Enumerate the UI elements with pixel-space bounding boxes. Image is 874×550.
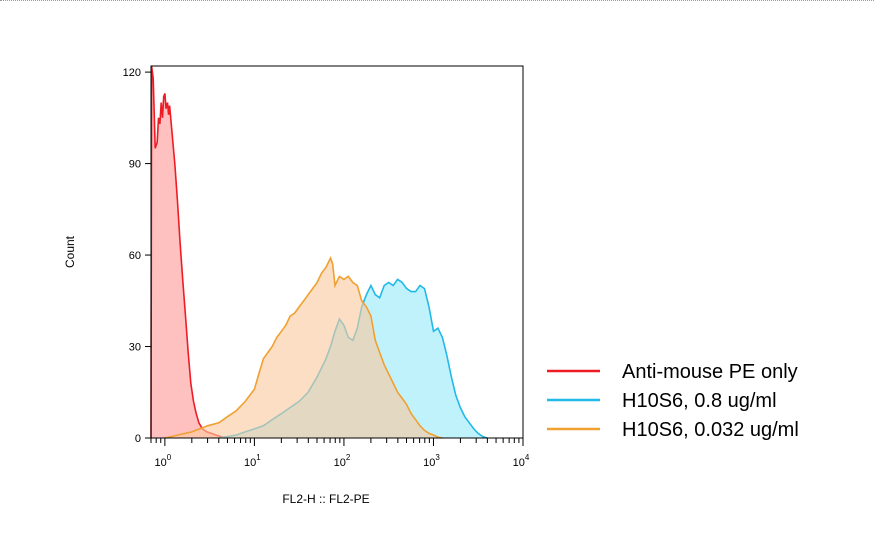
y-axis-ticks: 0 30 60 90 120 — [123, 67, 151, 445]
x-tick-label-0: 100 — [155, 453, 172, 469]
y-tick-label-4: 120 — [123, 67, 141, 79]
series-area-0 — [151, 66, 225, 438]
legend: Anti-mouse PE only H10S6, 0.8 ug/ml H10S6,… — [547, 361, 799, 441]
y-axis-title: Count — [63, 235, 77, 268]
top-dotted-border — [0, 0, 874, 1]
y-tick-label-3: 90 — [129, 159, 141, 171]
x-axis-ticks: 100 101 102 103 104 — [150, 438, 530, 469]
series-line-2 — [164, 256, 443, 439]
x-tick-label-3: 103 — [423, 453, 440, 469]
x-tick-label-2: 102 — [334, 453, 351, 469]
legend-label-1: H10S6, 0.8 ug/ml — [622, 390, 777, 412]
y-tick-label-0: 0 — [135, 433, 141, 445]
series-layer — [150, 65, 488, 439]
plot-frame — [150, 65, 524, 439]
y-tick-label-1: 30 — [129, 342, 141, 354]
series-area-2 — [164, 258, 443, 438]
series-line-0 — [150, 65, 226, 439]
legend-label-2: H10S6, 0.032 ug/ml — [622, 419, 799, 441]
legend-label-0: Anti-mouse PE only — [622, 361, 798, 383]
y-tick-label-2: 60 — [129, 250, 141, 262]
x-tick-label-1: 101 — [244, 453, 261, 469]
x-tick-label-4: 104 — [513, 453, 530, 469]
x-axis-title: FL2-H :: FL2-PE — [282, 492, 369, 506]
